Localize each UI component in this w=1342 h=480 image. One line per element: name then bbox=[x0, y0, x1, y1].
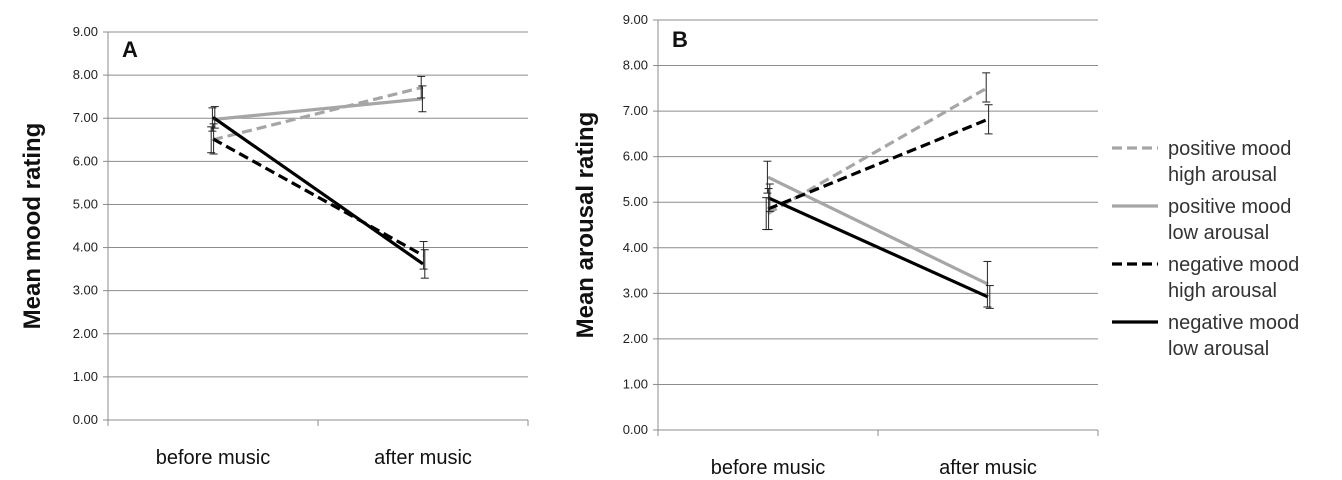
y-tick-label: 9.00 bbox=[623, 12, 648, 27]
y-tick-label: 9.00 bbox=[73, 24, 98, 39]
series-line bbox=[767, 196, 989, 299]
x-category-label: before music bbox=[711, 457, 826, 479]
series-line bbox=[212, 97, 424, 122]
legend-label: negative mood bbox=[1168, 254, 1299, 276]
y-tick-label: 4.00 bbox=[73, 240, 98, 255]
y-tick-label: 8.00 bbox=[73, 67, 98, 82]
series-line bbox=[767, 175, 989, 286]
legend-label: high arousal bbox=[1168, 164, 1277, 186]
y-tick-label: 6.00 bbox=[73, 153, 98, 168]
y-tick-label: 7.00 bbox=[623, 103, 648, 118]
legend-label: low arousal bbox=[1168, 338, 1269, 360]
y-tick-label: 5.00 bbox=[623, 194, 648, 209]
series-line bbox=[767, 86, 989, 215]
y-tick-label: 1.00 bbox=[73, 369, 98, 384]
series-line bbox=[212, 85, 424, 142]
y-tick-label: 1.00 bbox=[623, 376, 648, 391]
x-category-label: after music bbox=[939, 457, 1037, 479]
panel-label: A bbox=[122, 37, 138, 62]
panel-label: B bbox=[672, 27, 688, 52]
legend-label: low arousal bbox=[1168, 222, 1269, 244]
legend: positive mood high arousal positive mood lo… bbox=[1112, 138, 1299, 360]
series-line bbox=[212, 137, 424, 257]
legend-label: negative mood bbox=[1168, 312, 1299, 334]
y-axis-title: Mean mood rating bbox=[19, 123, 46, 330]
panel-a-mood-chart: 0.00 1.00 2.00 3.00 4.00 5.00 6.00 7.00 8.00 9.00… bbox=[19, 24, 529, 469]
y-tick-label: 0.00 bbox=[623, 422, 648, 437]
y-tick-label: 6.00 bbox=[623, 149, 648, 164]
y-tick-label: 2.00 bbox=[623, 331, 648, 346]
y-tick-label: 4.00 bbox=[623, 240, 648, 255]
series-line bbox=[212, 116, 424, 266]
y-tick-label: 8.00 bbox=[623, 58, 648, 73]
y-tick-label: 2.00 bbox=[73, 326, 98, 341]
legend-label: positive mood bbox=[1168, 138, 1291, 160]
y-tick-label: 5.00 bbox=[73, 196, 98, 211]
y-axis-title: Mean arousal rating bbox=[572, 112, 599, 339]
y-tick-label: 0.00 bbox=[73, 412, 98, 427]
legend-label: positive mood bbox=[1168, 196, 1291, 218]
y-tick-label: 7.00 bbox=[73, 110, 98, 125]
legend-label: high arousal bbox=[1168, 280, 1277, 302]
x-category-label: after music bbox=[374, 447, 472, 469]
panel-b-arousal-chart: 0.00 1.00 2.00 3.00 4.00 5.00 6.00 7.00 8.00 9.00… bbox=[572, 12, 1099, 479]
y-tick-label: 3.00 bbox=[623, 285, 648, 300]
series-line bbox=[767, 117, 989, 211]
x-category-label: before music bbox=[156, 447, 271, 469]
y-tick-label: 3.00 bbox=[73, 283, 98, 298]
